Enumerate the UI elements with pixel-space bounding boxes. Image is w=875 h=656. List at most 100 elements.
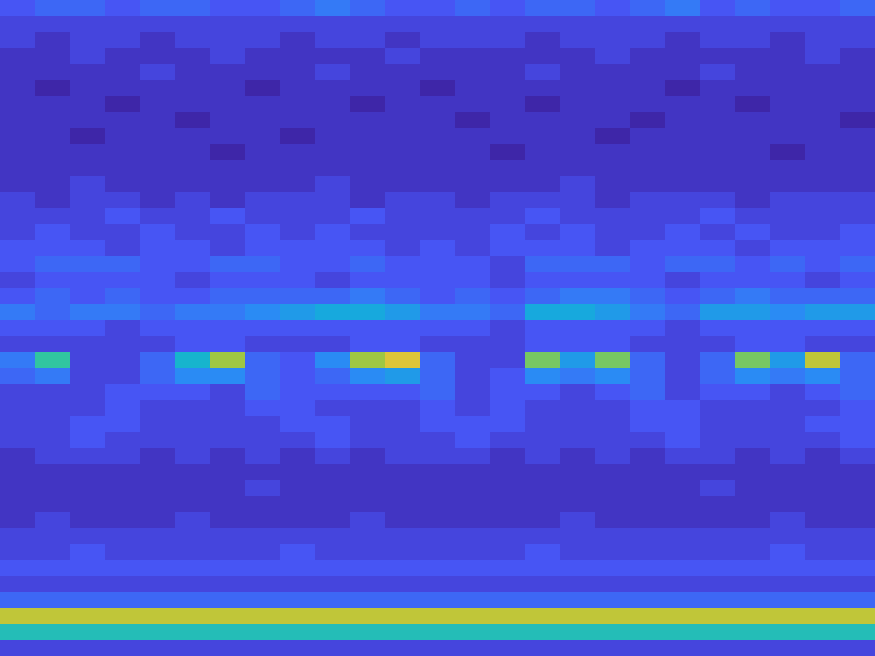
heatmap-cell [560, 480, 596, 497]
heatmap-cell [560, 304, 596, 321]
heatmap-cell [105, 112, 141, 129]
heatmap-cell [70, 16, 106, 33]
heatmap-cell [420, 352, 456, 369]
heatmap-cell [560, 0, 596, 17]
heatmap-cell [140, 112, 176, 129]
heatmap-cell [630, 256, 666, 273]
heatmap-cell [70, 368, 106, 385]
heatmap-cell [0, 496, 36, 513]
heatmap-cell [105, 48, 141, 65]
heatmap-cell [490, 528, 526, 545]
heatmap-cell [280, 16, 316, 33]
heatmap-cell [0, 272, 36, 289]
heatmap-cell [70, 256, 106, 273]
heatmap-cell [315, 240, 351, 257]
heatmap-cell [420, 288, 456, 305]
heatmap-cell [0, 112, 36, 129]
heatmap-cell [770, 48, 806, 65]
heatmap-cell [245, 416, 281, 433]
heatmap-cell [490, 176, 526, 193]
heatmap-cell [105, 16, 141, 33]
heatmap-cell [0, 176, 36, 193]
heatmap-cell [560, 544, 596, 561]
heatmap-cell [665, 512, 701, 529]
heatmap-cell [70, 576, 106, 593]
heatmap-cell [315, 32, 351, 49]
heatmap-cell [665, 224, 701, 241]
heatmap-cell [420, 64, 456, 81]
heatmap-cell [595, 288, 631, 305]
heatmap-cell [525, 272, 561, 289]
heatmap-cell [525, 112, 561, 129]
heatmap-cell [770, 320, 806, 337]
heatmap-cell [140, 480, 176, 497]
heatmap-cell [420, 144, 456, 161]
heatmap-cell [210, 576, 246, 593]
heatmap-cell [0, 208, 36, 225]
heatmap-cell [245, 512, 281, 529]
heatmap-cell [805, 0, 841, 17]
heatmap-cell [315, 208, 351, 225]
heatmap-cell [665, 288, 701, 305]
heatmap-cell [805, 64, 841, 81]
heatmap-cell [595, 80, 631, 97]
heatmap-cell [245, 560, 281, 577]
heatmap-cell [840, 608, 875, 625]
heatmap-cell [595, 32, 631, 49]
heatmap-cell [245, 96, 281, 113]
heatmap-cell [700, 144, 736, 161]
heatmap-cell [175, 144, 211, 161]
heatmap-cell [490, 336, 526, 353]
heatmap-cell [630, 192, 666, 209]
heatmap-cell [455, 288, 491, 305]
heatmap-cell [70, 208, 106, 225]
heatmap-cell [560, 496, 596, 513]
heatmap-cell [175, 560, 211, 577]
heatmap-cell [735, 640, 771, 656]
heatmap-cell [770, 64, 806, 81]
heatmap-cell [105, 608, 141, 625]
heatmap-cell [245, 64, 281, 81]
heatmap-cell [280, 624, 316, 641]
heatmap-cell [385, 144, 421, 161]
heatmap-cell [490, 128, 526, 145]
heatmap-cell [700, 480, 736, 497]
heatmap-cell [455, 576, 491, 593]
heatmap-cell [805, 368, 841, 385]
heatmap-cell [665, 368, 701, 385]
heatmap-cell [175, 640, 211, 656]
heatmap-cell [595, 320, 631, 337]
heatmap-cell [35, 576, 71, 593]
heatmap-cell [455, 160, 491, 177]
heatmap-cell [665, 128, 701, 145]
heatmap-cell [595, 304, 631, 321]
heatmap-cell [735, 608, 771, 625]
heatmap-cell [245, 592, 281, 609]
heatmap-cell [315, 160, 351, 177]
heatmap-cell [805, 400, 841, 417]
heatmap-cell [350, 512, 386, 529]
heatmap-cell [350, 192, 386, 209]
heatmap-cell [770, 448, 806, 465]
heatmap-cell [175, 304, 211, 321]
heatmap-cell [735, 544, 771, 561]
heatmap-cell [280, 224, 316, 241]
heatmap-cell [105, 512, 141, 529]
heatmap-cell [0, 0, 36, 17]
heatmap-cell [455, 448, 491, 465]
heatmap-cell [0, 48, 36, 65]
heatmap-cell [280, 384, 316, 401]
heatmap-cell [280, 304, 316, 321]
heatmap-cell [735, 0, 771, 17]
heatmap-cell [700, 32, 736, 49]
heatmap-cell [665, 608, 701, 625]
heatmap-cell [280, 400, 316, 417]
heatmap-cell [70, 48, 106, 65]
heatmap-cell [210, 592, 246, 609]
heatmap-cell [665, 352, 701, 369]
heatmap-cell [525, 16, 561, 33]
heatmap-cell [140, 416, 176, 433]
heatmap-cell [525, 432, 561, 449]
heatmap-cell [525, 544, 561, 561]
heatmap-cell [385, 96, 421, 113]
